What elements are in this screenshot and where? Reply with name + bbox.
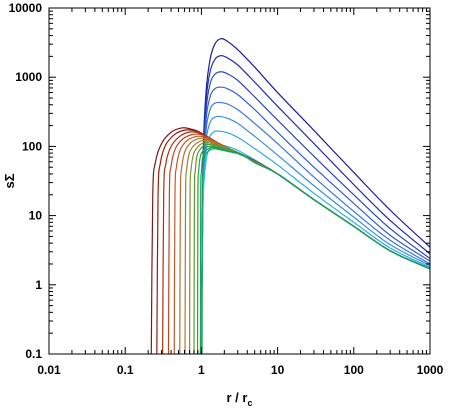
x-tick-label: 10 [271, 363, 285, 377]
series-line-15 [189, 141, 430, 354]
series-line-0 [200, 38, 430, 354]
y-tick-label: 1000 [15, 70, 42, 84]
x-tick-label: 0.01 [37, 363, 61, 377]
series-line-8 [150, 127, 430, 354]
ticks-layer [48, 8, 430, 355]
series-line-5 [200, 115, 430, 354]
x-tick-label: 1 [198, 363, 205, 377]
series-line-6 [200, 130, 430, 354]
x-tick-label: 100 [344, 363, 364, 377]
series-line-4 [200, 101, 430, 354]
series-line-3 [200, 86, 430, 354]
x-tick-label: 1000 [417, 363, 444, 377]
y-tick-label: 100 [22, 139, 42, 153]
series-line-1 [200, 54, 430, 354]
plot-frame [48, 7, 431, 355]
y-tick-label: 10 [29, 209, 43, 223]
x-tick-label: 0.1 [117, 363, 134, 377]
series-layer [150, 38, 430, 354]
y-axis-label: sΣ [2, 173, 17, 188]
series-line-7 [200, 144, 430, 354]
x-axis-label: r / rc [227, 390, 253, 408]
y-tick-label: 10000 [9, 1, 43, 15]
x-axis-label-main: r / r [227, 390, 248, 405]
series-line-11 [167, 133, 430, 354]
tick-labels-layer: 0.01 0.1 1 10 100 1000 0.1 1 10 100 1000 10000 [9, 1, 444, 377]
y-tick-label: 1 [35, 278, 42, 292]
series-line-19 [201, 148, 430, 354]
series-line-2 [200, 71, 430, 354]
x-axis-label-subscript: c [247, 398, 252, 408]
y-tick-label: 0.1 [25, 347, 42, 361]
